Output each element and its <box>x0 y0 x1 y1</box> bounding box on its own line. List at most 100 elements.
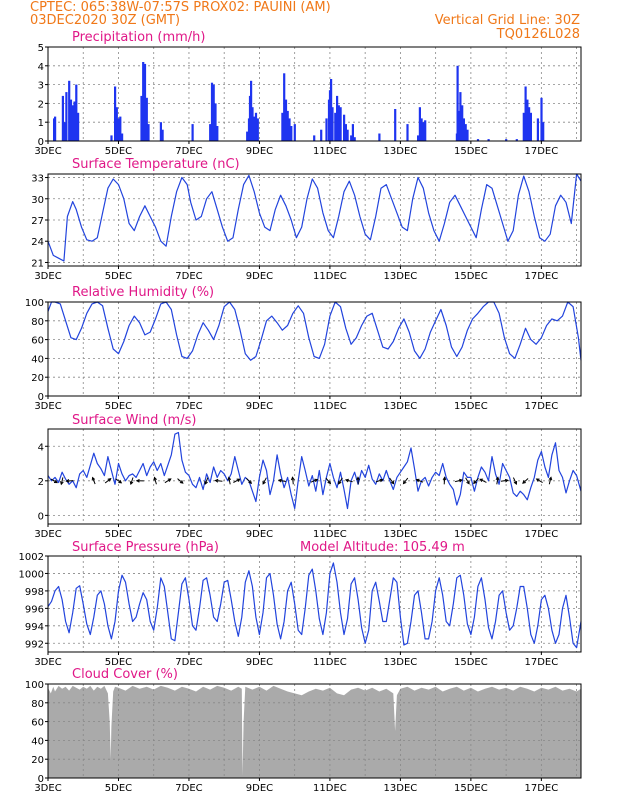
pressure-xtick-label: 13DEC <box>384 657 418 668</box>
wind-arrow-shaft <box>389 477 395 484</box>
precipitation-frame <box>47 46 582 142</box>
humidity-ytick-label: 100 <box>25 298 44 309</box>
wind-arrow-shaft <box>66 480 74 482</box>
wind-panel: Surface Wind (m/s) 0 2 4 3DEC 5DEC 7DEC 9DEC 11… <box>34 413 582 540</box>
wind-ytick-label: 0 <box>38 511 44 522</box>
humidity-frame <box>47 301 582 397</box>
precipitation-bar <box>216 126 219 141</box>
wind-wind-arrow <box>65 478 74 483</box>
pressure-xtick-label: 7DEC <box>175 657 202 668</box>
wind-wind-arrow <box>310 478 319 483</box>
precipitation-bar <box>284 99 288 141</box>
precipitation-ytick-label: 4 <box>38 62 44 73</box>
wind-xtick-label: 15DEC <box>454 529 488 540</box>
precipitation-bar <box>487 139 490 141</box>
precipitation-bar <box>61 95 64 141</box>
cloud-xtick-label: 15DEC <box>454 783 488 794</box>
precipitation-bar <box>119 116 122 141</box>
cloud-xtick-label: 9DEC <box>246 783 273 794</box>
cloud-ytick-label: 40 <box>31 736 44 747</box>
wind-arrow-shaft <box>115 478 122 484</box>
precipitation-bar <box>524 86 527 141</box>
wind-wind-arrow <box>153 476 157 485</box>
precipitation-ytick-label: 3 <box>38 81 44 92</box>
wind-arrow-shaft <box>479 478 487 483</box>
precipitation-bar <box>522 112 525 141</box>
precipitation-bar <box>246 131 249 141</box>
wind-wind-arrow <box>500 478 509 483</box>
precipitation-bar <box>515 139 518 141</box>
wind-arrow-head <box>53 479 58 484</box>
wind-wind-arrow <box>356 476 360 485</box>
precipitation-plot-area <box>48 47 581 141</box>
precipitation-xtick-label: 15DEC <box>454 146 488 157</box>
pressure-xtick-label: 11DEC <box>313 657 347 668</box>
wind-arrow-head <box>248 480 253 485</box>
wind-arrow-shaft <box>443 477 446 485</box>
wind-arrow-head <box>277 478 282 483</box>
pressure-xtick-label: 3DEC <box>34 657 61 668</box>
precipitation-bar <box>529 112 532 141</box>
precipitation-bar <box>337 105 340 141</box>
precipitation-bar <box>253 116 256 141</box>
precipitation-xtick-label: 13DEC <box>384 146 418 157</box>
precipitation-xtick-label: 11DEC <box>313 146 347 157</box>
wind-ytick-label: 4 <box>38 442 44 453</box>
pressure-xtick-label: 17DEC <box>524 657 558 668</box>
pressure-ytick-label: 1002 <box>19 552 44 563</box>
precipitation-ytick-label: 1 <box>38 118 44 129</box>
precipitation-bar <box>528 107 531 141</box>
precipitation-bar <box>331 107 334 141</box>
cloud-ytick-label: 20 <box>31 755 44 766</box>
precipitation-bar <box>115 107 118 141</box>
precipitation-bar <box>336 95 339 141</box>
precipitation-bar <box>536 118 539 141</box>
wind-arrow-shaft <box>473 477 479 484</box>
wind-arrow-shaft <box>130 477 134 485</box>
precipitation-bar <box>542 122 545 141</box>
wind-arrow-head <box>118 479 123 484</box>
precipitation-bar <box>209 124 212 141</box>
precipitation-bar <box>71 105 74 141</box>
cloud-panel: Cloud Cover (%) 0 20 40 60 80 100 3DEC 5DEC 7DEC… <box>25 667 582 794</box>
temperature-xtick-label: 7DEC <box>175 271 202 282</box>
pressure-plot-area <box>48 556 581 652</box>
humidity-title: Relative Humidity (%) <box>72 285 214 300</box>
wind-arrow-shaft <box>345 479 353 483</box>
precipitation-bar <box>250 80 253 141</box>
cloud-xtick-label: 7DEC <box>175 783 202 794</box>
wind-xtick-label: 5DEC <box>105 529 132 540</box>
precipitation-bar <box>77 112 80 141</box>
precipitation-bar <box>75 84 78 141</box>
wind-arrow-shaft <box>522 478 529 484</box>
wind-arrow-head <box>390 480 395 485</box>
wind-arrow-shaft <box>500 479 508 482</box>
precipitation-bar <box>159 122 162 141</box>
wind-wind-arrow <box>415 478 424 483</box>
wind-arrow-shaft <box>416 479 424 483</box>
wind-wind-arrow <box>512 477 518 485</box>
wind-arrow-shaft <box>104 478 112 484</box>
temperature-ytick-label: 21 <box>31 258 44 269</box>
wind-ytick-label: 2 <box>38 477 44 488</box>
temperature-ytick-label: 30 <box>31 195 44 206</box>
pressure-xtick-label: 5DEC <box>105 657 132 668</box>
precipitation-bar <box>505 139 508 141</box>
wind-arrow-head <box>314 478 319 483</box>
precipitation-bar <box>418 107 421 141</box>
precipitation-bar <box>143 63 147 141</box>
precipitation-bar <box>251 107 254 141</box>
humidity-panel: Relative Humidity (%) 0 20 40 60 80 100 3DEC 5D… <box>25 285 582 412</box>
temperature-ytick-label: 27 <box>31 216 44 227</box>
wind-arrow-head <box>442 476 447 481</box>
precipitation-bar <box>283 73 286 141</box>
wind-arrow-head <box>227 476 232 481</box>
wind-wind-arrow <box>548 476 553 485</box>
temperature-xtick-label: 11DEC <box>313 271 347 282</box>
wind-arrow-shaft <box>465 477 470 485</box>
wind-wind-arrow <box>262 477 267 485</box>
wind-wind-arrow <box>389 477 395 485</box>
cloud-xtick-label: 17DEC <box>524 783 558 794</box>
pressure-ytick-label: 992 <box>25 639 44 650</box>
precipitation-bar <box>420 118 423 141</box>
